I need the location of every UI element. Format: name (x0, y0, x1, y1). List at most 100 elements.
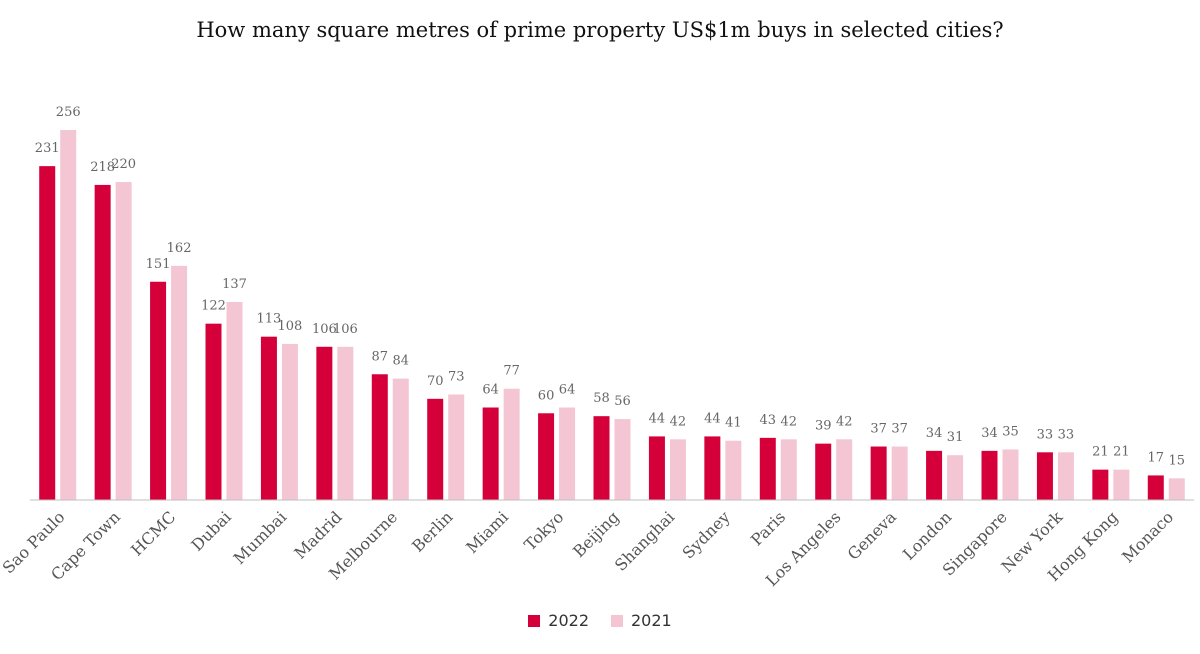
bar-2022-sydney (704, 436, 721, 500)
data-label-2022-paris: 43 (760, 413, 777, 428)
data-label-2022-hong-kong: 21 (1092, 445, 1109, 460)
data-label-2021-madrid: 106 (333, 322, 358, 337)
bar-2021-new-york (1057, 452, 1074, 500)
data-label-2021-shanghai: 42 (670, 414, 687, 429)
bar-2021-geneva (891, 446, 908, 500)
data-label-2021-beijing: 56 (614, 394, 631, 409)
bar-2021-miami (503, 388, 520, 500)
legend-item-2022: 2022 (528, 611, 589, 630)
data-label-2022-hcmc: 151 (146, 257, 171, 272)
data-label-2021-hong-kong: 21 (1113, 445, 1130, 460)
bar-2021-monaco (1168, 478, 1185, 500)
bar-2022-los-angeles (815, 443, 832, 500)
bar-2022-dubai (205, 323, 222, 500)
bar-2021-tokyo (559, 407, 576, 500)
bar-2021-cape-town (115, 182, 132, 500)
bar-2022-sao-paulo (39, 166, 56, 500)
x-tick-label-shanghai: Shanghai (611, 507, 678, 574)
bar-2022-hong-kong (1092, 469, 1109, 500)
bar-2022-london (926, 450, 943, 500)
data-label-2022-cape-town: 218 (90, 160, 115, 175)
bar-2022-monaco (1147, 475, 1164, 500)
bar-2022-beijing (593, 416, 610, 500)
legend-swatch-2021 (611, 614, 623, 627)
bar-2022-madrid (316, 346, 333, 500)
data-label-2021-hcmc: 162 (167, 241, 192, 256)
data-label-2022-sydney: 44 (704, 411, 721, 426)
x-tick-label-london: London (899, 507, 955, 563)
x-tick-label-berlin: Berlin (408, 507, 456, 555)
data-label-2021-mumbai: 108 (278, 319, 303, 334)
data-label-2021-sydney: 41 (725, 416, 742, 431)
bar-2022-cape-town (94, 184, 111, 500)
bar-2021-hcmc (171, 265, 188, 500)
legend-swatch-2022 (528, 614, 541, 627)
x-tick-label-paris: Paris (747, 507, 789, 549)
data-label-2021-melbourne: 84 (393, 354, 410, 369)
bar-2021-paris (780, 439, 797, 500)
bar-2022-hcmc (150, 281, 167, 500)
data-label-2022-london: 34 (926, 426, 943, 441)
bar-2021-dubai (226, 301, 243, 500)
legend-item-2021: 2021 (611, 611, 672, 630)
data-label-2022-shanghai: 44 (649, 411, 666, 426)
bar-2022-melbourne (371, 374, 388, 500)
bar-2021-mumbai (281, 343, 298, 500)
data-label-2021-los-angeles: 42 (836, 414, 853, 429)
bar-2022-new-york (1036, 452, 1053, 500)
data-label-2022-dubai: 122 (201, 299, 226, 314)
data-label-2022-berlin: 70 (427, 374, 444, 389)
bar-2022-berlin (427, 398, 444, 500)
data-label-2021-monaco: 15 (1169, 453, 1186, 468)
data-label-2022-sao-paulo: 231 (35, 141, 60, 156)
data-label-2021-geneva: 37 (891, 422, 908, 437)
bar-2021-sao-paulo (60, 130, 77, 500)
bar-2021-singapore (1002, 449, 1019, 500)
bar-2021-shanghai (669, 439, 686, 500)
legend-label-2021: 2021 (631, 611, 672, 630)
bar-2021-beijing (614, 419, 631, 500)
data-label-2022-beijing: 58 (593, 391, 610, 406)
data-label-2021-dubai: 137 (222, 277, 247, 292)
chart-legend: 2022 2021 (0, 611, 1200, 630)
data-label-2022-madrid: 106 (312, 322, 337, 337)
data-label-2022-miami: 64 (482, 383, 499, 398)
bar-2022-geneva (870, 446, 887, 500)
bar-2021-melbourne (392, 378, 409, 500)
data-label-2021-paris: 42 (781, 414, 798, 429)
x-tick-label-dubai: Dubai (187, 507, 234, 554)
data-label-2021-new-york: 33 (1058, 427, 1075, 442)
bar-2021-madrid (337, 346, 354, 500)
data-label-2021-berlin: 73 (448, 369, 465, 384)
data-label-2021-sao-paulo: 256 (56, 105, 81, 120)
data-label-2021-singapore: 35 (1002, 424, 1019, 439)
data-label-2022-new-york: 33 (1037, 427, 1054, 442)
bar-2021-berlin (448, 394, 465, 500)
legend-label-2022: 2022 (548, 611, 589, 630)
bar-2022-mumbai (260, 336, 277, 500)
data-label-2022-los-angeles: 39 (815, 419, 832, 434)
data-label-2021-london: 31 (947, 430, 964, 445)
x-tick-label-hcmc: HCMC (127, 507, 179, 559)
x-tick-label-tokyo: Tokyo (520, 507, 567, 554)
bar-2022-miami (482, 407, 499, 500)
bar-2021-los-angeles (836, 439, 853, 500)
bar-2022-singapore (981, 450, 998, 500)
data-label-2022-monaco: 17 (1148, 450, 1165, 465)
x-tick-label-monaco: Monaco (1118, 507, 1177, 566)
data-label-2022-geneva: 37 (870, 422, 887, 437)
data-label-2022-tokyo: 60 (538, 388, 555, 403)
bar-2022-shanghai (648, 436, 665, 500)
chart-title: How many square metres of prime property… (196, 18, 1004, 42)
data-label-2021-miami: 77 (503, 364, 520, 379)
x-tick-label-sydney: Sydney (678, 507, 733, 562)
bar-2022-tokyo (538, 413, 555, 500)
x-tick-label-mumbai: Mumbai (230, 507, 291, 568)
bar-2021-sydney (725, 440, 742, 500)
data-label-2022-mumbai: 113 (257, 312, 282, 327)
data-label-2021-tokyo: 64 (559, 383, 576, 398)
bar-2022-paris (759, 437, 776, 500)
data-label-2022-singapore: 34 (981, 426, 998, 441)
bar-2021-hong-kong (1113, 469, 1130, 500)
